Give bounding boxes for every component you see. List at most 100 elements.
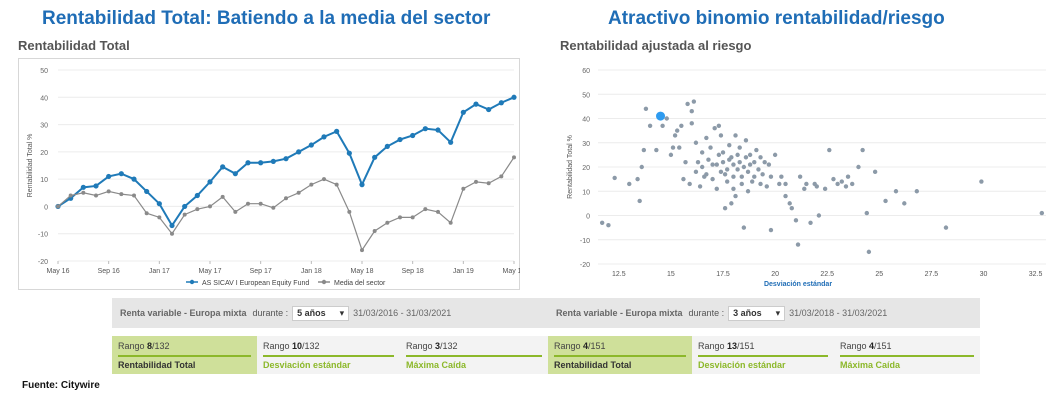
- fund-point: [473, 101, 479, 107]
- scatter-point: [772, 152, 778, 158]
- rank-label: Máxima Caída: [406, 360, 467, 370]
- scatter-point: [816, 213, 822, 218]
- y-tick-label: 0: [586, 214, 590, 221]
- scatter-chart: -20 -10 0 10 20 30 40 50 60 12.5 15 17.5 20 22.5 25 27.…: [567, 68, 1046, 288]
- x-tick-label: Jan 17: [149, 268, 170, 275]
- scatter-point: [860, 147, 865, 153]
- x-tick-label: May 19: [503, 268, 520, 275]
- x-tick-label: Sep 17: [250, 268, 272, 275]
- y-tick-label: 30: [582, 141, 590, 148]
- fund-point: [80, 184, 86, 190]
- scatter-point: [747, 162, 753, 167]
- y-tick-label: -20: [580, 262, 590, 269]
- rank-underline: [118, 355, 251, 357]
- rank-label: Rentabilidad Total: [118, 360, 196, 370]
- sector-point: [195, 207, 200, 212]
- scatter-point: [712, 126, 717, 131]
- scatter-point: [741, 164, 747, 170]
- scatter-point: [783, 181, 788, 187]
- scatter-point: [722, 206, 728, 211]
- y-axis-title: Rentabilidad Total %: [27, 134, 34, 198]
- scatter-point: [735, 167, 740, 172]
- scatter-point: [731, 186, 736, 192]
- scatter-point: [674, 128, 680, 133]
- scatter-point: [739, 174, 744, 179]
- x-tick-label: Sep 18: [402, 268, 424, 275]
- x-tick-label: May 18: [351, 268, 374, 275]
- y-tick-label: 40: [582, 117, 590, 124]
- right-chart-title: Rentabilidad ajustada al riesgo: [560, 38, 752, 53]
- rank-label: Desviación estándar: [263, 360, 351, 370]
- scatter-point: [856, 164, 861, 170]
- chevron-down-icon: ▾: [339, 307, 345, 318]
- rank-label: Máxima Caída: [840, 360, 901, 370]
- rank-label: Desviación estándar: [698, 360, 786, 370]
- sector-series-line: [57, 156, 515, 252]
- fund-point: [131, 176, 137, 182]
- scatter-point: [718, 169, 724, 175]
- left-heading: Rentabilidad Total: Batiendo a la media …: [42, 8, 491, 29]
- sector-point: [372, 228, 377, 233]
- fund-point: [498, 100, 504, 106]
- scatter-point: [729, 201, 734, 206]
- scatter-point: [872, 169, 878, 175]
- x-tick-label: Jan 18: [301, 268, 322, 275]
- x-tick-label: 32.5: [1029, 271, 1043, 278]
- fund-point: [321, 134, 327, 140]
- fund-point: [435, 127, 441, 133]
- sector-point: [258, 201, 263, 206]
- y-tick-label: 30: [40, 123, 48, 130]
- scatter-point: [831, 176, 836, 182]
- scatter-point: [710, 162, 715, 167]
- rank-underline: [840, 355, 974, 357]
- highlighted-fund-point: [656, 111, 666, 121]
- rank-value: Rango 3/132: [406, 341, 458, 351]
- scatter-point: [697, 184, 703, 189]
- sector-point: [220, 194, 225, 199]
- scatter-point: [808, 220, 813, 225]
- scatter-point: [733, 133, 738, 138]
- scatter-point: [787, 201, 792, 206]
- fund-point: [118, 171, 124, 177]
- left-chart-title: Rentabilidad Total: [18, 38, 130, 53]
- scatter-point: [681, 176, 686, 182]
- legend-swatch-dot: [321, 279, 327, 285]
- scatter-point: [768, 227, 774, 233]
- left-period-select[interactable]: 5 años ▾: [292, 305, 350, 321]
- scatter-point: [804, 181, 809, 187]
- scatter-point: [612, 175, 617, 181]
- sector-point: [106, 189, 111, 194]
- fund-point: [511, 94, 517, 100]
- scatter-point: [752, 159, 757, 165]
- scatter-point: [668, 152, 674, 158]
- legend-label: Media del sector: [334, 280, 386, 287]
- x-tick-label: May 17: [199, 268, 222, 275]
- y-tick-label: 20: [40, 150, 48, 157]
- sector-point: [486, 181, 491, 186]
- x-tick-label: 17.5: [716, 271, 730, 278]
- scatter-point: [639, 164, 644, 170]
- x-tick-label: 12.5: [612, 271, 626, 278]
- y-tick-label: 40: [40, 95, 48, 102]
- scatter-point: [647, 123, 653, 128]
- fund-point: [258, 160, 264, 166]
- scatter-point: [627, 181, 632, 187]
- fund-point: [410, 132, 416, 139]
- sector-point: [170, 231, 174, 236]
- scatter-point: [749, 179, 755, 184]
- scatter-point: [822, 186, 828, 192]
- right-filter-category: Renta variable - Europa mixta: [556, 308, 683, 318]
- scatter-point: [599, 220, 605, 225]
- sector-point: [208, 204, 212, 209]
- scatter-point: [764, 184, 769, 189]
- rank-value: Rango 13/151: [698, 341, 755, 351]
- sector-point: [512, 155, 516, 160]
- scatter-point: [839, 179, 844, 184]
- y-tick-label: 0: [44, 204, 48, 211]
- chevron-down-icon: ▾: [775, 307, 781, 318]
- scatter-point: [760, 172, 765, 177]
- right-period-select[interactable]: 3 años ▾: [728, 305, 786, 321]
- scatter-point: [783, 193, 788, 199]
- scatter-point: [979, 179, 984, 184]
- fund-point: [283, 156, 289, 162]
